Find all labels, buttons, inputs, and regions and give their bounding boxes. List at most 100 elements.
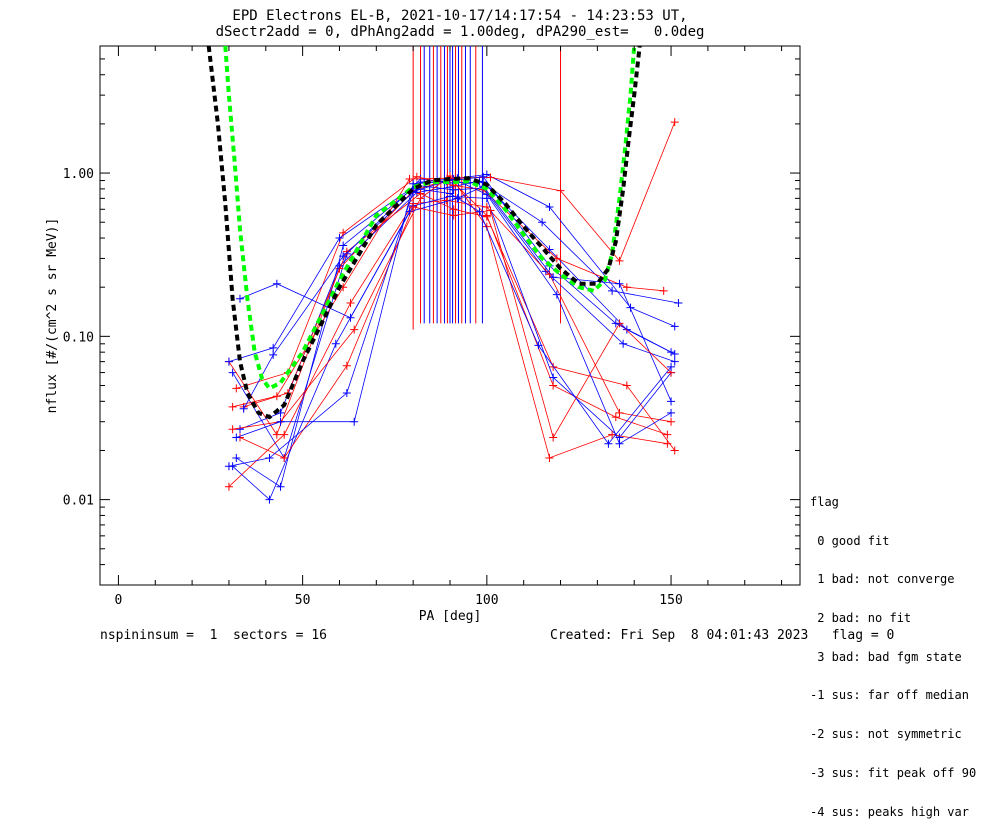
data-point-marker xyxy=(265,495,274,504)
data-point-marker xyxy=(667,362,676,371)
data-point-marker xyxy=(224,357,233,366)
legend-item: 0 good fit xyxy=(810,533,890,548)
data-point-marker xyxy=(674,299,683,308)
data-point-marker xyxy=(604,439,613,448)
y-axis-label: nflux [#/(cm^2 s sr MeV)] xyxy=(45,218,60,414)
data-point-marker xyxy=(482,202,491,211)
data-point-marker xyxy=(549,373,558,382)
data-point-marker xyxy=(272,430,281,439)
data-point-marker xyxy=(475,207,484,216)
data-point-marker xyxy=(667,397,676,406)
data-point-marker xyxy=(626,303,635,312)
data-point-marker xyxy=(228,402,237,411)
data-point-marker xyxy=(342,388,351,397)
footer-nspininsum: nspininsum = 1 sectors = 16 xyxy=(100,628,327,643)
data-point-marker xyxy=(276,482,285,491)
legend-item: 2 bad: no fit xyxy=(810,610,912,625)
data-point-marker xyxy=(663,439,672,448)
data-point-marker xyxy=(276,408,285,417)
data-point-marker xyxy=(670,118,679,127)
data-point-marker xyxy=(670,357,679,366)
data-point-marker xyxy=(667,417,676,426)
data-point-marker xyxy=(228,425,237,434)
chart-title: EPD Electrons EL-B, 2021-10-17/14:17:54 … xyxy=(232,8,688,24)
series-line xyxy=(228,178,668,436)
data-point-marker xyxy=(619,339,628,348)
data-point-marker xyxy=(280,453,289,462)
fit-curve-black xyxy=(206,45,642,420)
data-point-marker xyxy=(232,384,241,393)
y-tick-label: 0.01 xyxy=(63,494,94,509)
data-point-marker xyxy=(405,174,414,183)
data-point-marker xyxy=(331,339,340,348)
data-point-marker xyxy=(272,279,281,288)
y-tick-label: 1.00 xyxy=(63,167,94,182)
data-point-marker xyxy=(346,299,355,308)
flag-legend: flag 0 good fit 1 bad: not converge 2 ba… xyxy=(810,470,976,831)
data-point-marker xyxy=(615,256,624,265)
fit-curves xyxy=(206,45,642,420)
data-curves xyxy=(224,118,683,504)
data-point-marker xyxy=(622,283,631,292)
footer-created: Created: Fri Sep 8 04:01:43 2023 flag = … xyxy=(550,628,895,643)
data-point-marker xyxy=(549,381,558,390)
data-point-marker xyxy=(615,408,624,417)
data-point-marker xyxy=(545,453,554,462)
data-point-marker xyxy=(272,392,281,401)
data-point-marker xyxy=(409,179,418,188)
data-point-marker xyxy=(611,319,620,328)
data-point-marker xyxy=(416,194,425,203)
data-point-marker xyxy=(486,206,495,215)
data-point-marker xyxy=(449,211,458,220)
data-point-marker xyxy=(670,349,679,358)
x-tick-label: 0 xyxy=(115,593,123,608)
data-point-marker xyxy=(239,404,248,413)
legend-item: -3 sus: fit peak off 90 xyxy=(810,765,977,780)
data-point-marker xyxy=(232,433,241,442)
series-line xyxy=(243,188,672,445)
data-point-marker xyxy=(663,430,672,439)
data-point-marker xyxy=(346,313,355,322)
data-point-marker xyxy=(479,172,488,181)
data-point-marker xyxy=(534,341,543,350)
data-point-marker xyxy=(549,273,558,282)
data-point-marker xyxy=(335,234,344,243)
legend-item: -4 sus: peaks high var xyxy=(810,804,969,819)
data-point-marker xyxy=(486,173,495,182)
data-point-marker xyxy=(339,241,348,250)
data-point-marker xyxy=(556,186,565,195)
data-point-marker xyxy=(545,202,554,211)
data-point-marker xyxy=(549,433,558,442)
data-point-marker xyxy=(276,417,285,426)
legend-item: 1 bad: not converge xyxy=(810,572,955,587)
data-point-marker xyxy=(608,286,617,295)
data-point-marker xyxy=(667,408,676,417)
data-point-marker xyxy=(670,322,679,331)
data-point-marker xyxy=(412,172,421,181)
legend-item: 3 bad: bad fgm state xyxy=(810,649,962,664)
legend-title: flag xyxy=(810,494,839,509)
data-point-marker xyxy=(228,368,237,377)
data-point-marker xyxy=(659,286,668,295)
data-point-marker xyxy=(224,482,233,491)
axes: 0 50 100 150 0.01 0.10 1.00 PA [deg] nflux [#/(c… xyxy=(45,45,800,624)
data-point-marker xyxy=(552,290,561,299)
series-line xyxy=(232,178,672,459)
data-point-marker xyxy=(350,325,359,334)
data-point-marker xyxy=(608,430,617,439)
x-tick-label: 150 xyxy=(659,593,682,608)
data-point-marker xyxy=(482,212,491,221)
data-point-marker xyxy=(280,430,289,439)
pitch-angle-plot: 0 50 100 150 0.01 0.10 1.00 PA [deg] nflux [#/(c… xyxy=(45,45,801,624)
data-point-marker xyxy=(611,413,620,422)
x-tick-label: 100 xyxy=(475,593,498,608)
data-point-marker xyxy=(350,417,359,426)
data-point-marker xyxy=(269,350,278,359)
legend-item: -2 sus: not symmetric xyxy=(810,727,962,742)
data-point-marker xyxy=(339,252,348,261)
data-point-marker xyxy=(342,361,351,370)
data-point-marker xyxy=(236,425,244,434)
data-point-marker xyxy=(615,439,624,448)
y-tick-label: 0.10 xyxy=(63,330,94,345)
data-point-marker xyxy=(622,381,631,390)
